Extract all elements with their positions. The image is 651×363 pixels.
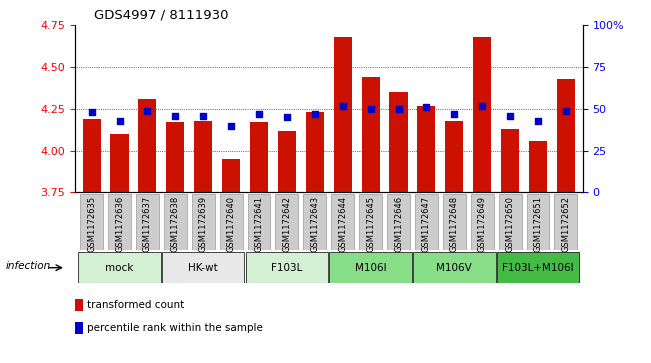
Bar bbox=[80, 194, 103, 250]
Bar bbox=[108, 194, 131, 250]
Text: GSM1172651: GSM1172651 bbox=[534, 196, 542, 252]
Bar bbox=[445, 121, 464, 192]
Bar bbox=[331, 194, 354, 250]
Text: mock: mock bbox=[105, 263, 133, 273]
Text: M106I: M106I bbox=[355, 263, 387, 273]
Bar bbox=[166, 122, 184, 192]
Point bbox=[449, 111, 460, 117]
Text: GSM1172646: GSM1172646 bbox=[394, 196, 403, 252]
Bar bbox=[499, 194, 521, 250]
Bar bbox=[329, 252, 412, 283]
Bar bbox=[78, 252, 161, 283]
Bar bbox=[557, 79, 575, 192]
Bar bbox=[278, 131, 296, 192]
Point bbox=[282, 114, 292, 120]
Bar bbox=[275, 194, 298, 250]
Bar bbox=[306, 112, 324, 192]
Text: GSM1172635: GSM1172635 bbox=[87, 196, 96, 252]
Text: GSM1172643: GSM1172643 bbox=[311, 196, 319, 252]
Point bbox=[365, 106, 376, 112]
Bar bbox=[162, 252, 245, 283]
Bar bbox=[194, 121, 212, 192]
Point bbox=[142, 108, 152, 114]
Text: GSM1172641: GSM1172641 bbox=[255, 196, 264, 252]
Bar bbox=[164, 194, 187, 250]
Bar bbox=[497, 252, 579, 283]
Bar bbox=[139, 99, 156, 192]
Point bbox=[533, 118, 543, 123]
Bar bbox=[83, 119, 101, 192]
Bar bbox=[443, 194, 465, 250]
Point bbox=[393, 106, 404, 112]
Bar bbox=[473, 37, 492, 192]
Bar bbox=[75, 299, 83, 311]
Bar bbox=[219, 194, 243, 250]
Point bbox=[226, 123, 236, 129]
Text: infection: infection bbox=[6, 261, 51, 271]
Text: percentile rank within the sample: percentile rank within the sample bbox=[87, 323, 263, 333]
Bar bbox=[136, 194, 159, 250]
Bar bbox=[417, 106, 436, 192]
Text: transformed count: transformed count bbox=[87, 300, 185, 310]
Bar bbox=[359, 194, 382, 250]
Bar bbox=[529, 140, 547, 192]
Text: GSM1172636: GSM1172636 bbox=[115, 196, 124, 252]
Bar bbox=[415, 194, 438, 250]
Text: GDS4997 / 8111930: GDS4997 / 8111930 bbox=[94, 9, 229, 22]
Bar bbox=[389, 92, 408, 192]
Text: GSM1172644: GSM1172644 bbox=[339, 196, 347, 252]
Point bbox=[421, 104, 432, 110]
Text: F103L+M106I: F103L+M106I bbox=[502, 263, 574, 273]
Bar bbox=[413, 252, 495, 283]
Text: HK-wt: HK-wt bbox=[188, 263, 218, 273]
Bar bbox=[387, 194, 410, 250]
Point bbox=[115, 118, 125, 123]
Text: GSM1172639: GSM1172639 bbox=[199, 196, 208, 252]
Bar bbox=[192, 194, 215, 250]
Point bbox=[87, 109, 97, 115]
Bar bbox=[250, 122, 268, 192]
Bar bbox=[247, 194, 270, 250]
Text: GSM1172647: GSM1172647 bbox=[422, 196, 431, 252]
Point bbox=[477, 103, 488, 109]
Bar bbox=[333, 37, 352, 192]
Text: GSM1172650: GSM1172650 bbox=[506, 196, 514, 252]
Point bbox=[561, 108, 571, 114]
Text: GSM1172637: GSM1172637 bbox=[143, 196, 152, 252]
Bar bbox=[501, 129, 519, 192]
Point bbox=[254, 111, 264, 117]
Text: GSM1172640: GSM1172640 bbox=[227, 196, 236, 252]
Point bbox=[198, 113, 208, 118]
Text: M106V: M106V bbox=[436, 263, 472, 273]
Bar bbox=[471, 194, 493, 250]
Point bbox=[337, 103, 348, 109]
Bar bbox=[111, 134, 128, 192]
Point bbox=[505, 113, 516, 118]
Text: GSM1172649: GSM1172649 bbox=[478, 196, 487, 252]
Text: GSM1172642: GSM1172642 bbox=[283, 196, 292, 252]
Bar bbox=[75, 322, 83, 334]
Bar bbox=[555, 194, 577, 250]
Text: GSM1172645: GSM1172645 bbox=[366, 196, 375, 252]
Bar bbox=[527, 194, 549, 250]
Bar bbox=[361, 77, 380, 192]
Text: F103L: F103L bbox=[271, 263, 303, 273]
Text: GSM1172638: GSM1172638 bbox=[171, 196, 180, 252]
Bar bbox=[245, 252, 328, 283]
Point bbox=[310, 111, 320, 117]
Text: GSM1172652: GSM1172652 bbox=[561, 196, 570, 252]
Bar bbox=[303, 194, 326, 250]
Bar bbox=[222, 159, 240, 192]
Point bbox=[170, 113, 180, 118]
Text: GSM1172648: GSM1172648 bbox=[450, 196, 459, 252]
